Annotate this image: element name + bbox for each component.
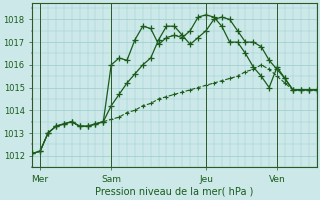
X-axis label: Pression niveau de la mer( hPa ): Pression niveau de la mer( hPa ) xyxy=(95,187,253,197)
